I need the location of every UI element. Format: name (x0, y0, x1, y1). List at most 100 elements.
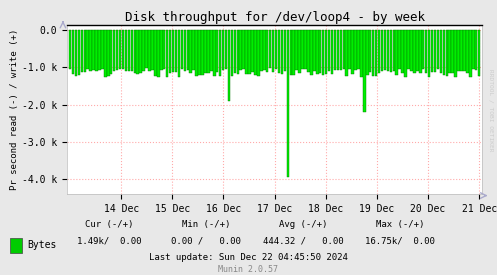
Bar (472, 30, 475, 69)
Text: 444.32 /   0.00: 444.32 / 0.00 (263, 236, 343, 245)
Bar (83, 30, 86, 72)
Bar (304, 30, 307, 69)
Bar (257, 30, 259, 76)
Bar (246, 30, 248, 74)
Bar (416, 30, 418, 71)
Bar (407, 30, 410, 68)
Bar (72, 30, 74, 74)
Bar (278, 30, 280, 73)
Bar (369, 30, 371, 72)
Bar (204, 30, 207, 73)
Text: 0.00 /   0.00: 0.00 / 0.00 (171, 236, 241, 245)
Bar (122, 30, 124, 68)
Bar (466, 30, 469, 73)
Bar (75, 30, 77, 76)
Text: Min (-/+): Min (-/+) (182, 220, 231, 229)
Bar (292, 30, 295, 75)
Bar (463, 30, 466, 71)
Bar (445, 30, 448, 76)
Bar (169, 30, 171, 73)
Bar (287, 30, 289, 177)
Bar (393, 30, 395, 71)
Bar (475, 30, 478, 70)
Bar (175, 30, 177, 72)
Bar (396, 30, 398, 75)
Bar (92, 30, 95, 70)
Bar (419, 30, 421, 73)
Bar (151, 30, 154, 70)
Bar (469, 30, 472, 77)
Bar (319, 30, 322, 73)
Bar (131, 30, 133, 71)
Bar (195, 30, 198, 76)
Bar (140, 30, 142, 73)
Bar (316, 30, 319, 74)
Bar (110, 30, 112, 75)
Bar (275, 30, 277, 69)
Bar (460, 30, 463, 71)
Bar (363, 30, 366, 112)
Bar (378, 30, 380, 73)
Bar (281, 30, 283, 74)
Bar (333, 30, 336, 70)
Bar (116, 30, 118, 70)
Bar (425, 30, 427, 73)
Bar (454, 30, 457, 77)
Bar (437, 30, 439, 69)
Bar (178, 30, 180, 77)
Bar (210, 30, 213, 71)
Bar (186, 30, 189, 70)
Bar (107, 30, 109, 76)
Text: Avg (-/+): Avg (-/+) (279, 220, 328, 229)
Bar (154, 30, 157, 76)
Bar (207, 30, 210, 73)
Text: Cur (-/+): Cur (-/+) (85, 220, 134, 229)
Bar (219, 30, 221, 76)
Bar (339, 30, 342, 70)
Bar (237, 30, 239, 74)
Bar (384, 30, 386, 70)
Bar (272, 30, 274, 72)
Bar (313, 30, 316, 71)
Text: Munin 2.0.57: Munin 2.0.57 (219, 265, 278, 274)
Bar (405, 30, 407, 77)
Bar (160, 30, 163, 70)
Bar (134, 30, 136, 73)
Bar (372, 30, 374, 76)
Bar (336, 30, 339, 70)
Text: 1.49k/  0.00: 1.49k/ 0.00 (77, 236, 142, 245)
Bar (348, 30, 351, 69)
Bar (145, 30, 148, 68)
Bar (345, 30, 348, 76)
Bar (431, 30, 433, 72)
Bar (440, 30, 442, 73)
Bar (163, 30, 166, 69)
Bar (234, 30, 236, 73)
Bar (451, 30, 454, 73)
Bar (381, 30, 383, 71)
Bar (360, 30, 363, 77)
Bar (95, 30, 98, 71)
Bar (119, 30, 121, 69)
Bar (478, 30, 481, 76)
Bar (125, 30, 127, 71)
Bar (172, 30, 174, 73)
Bar (298, 30, 301, 73)
Bar (402, 30, 404, 73)
Bar (295, 30, 298, 70)
Bar (357, 30, 360, 69)
Bar (142, 30, 145, 71)
Bar (351, 30, 354, 74)
Bar (266, 30, 268, 72)
Bar (422, 30, 424, 69)
Bar (428, 30, 430, 76)
Bar (331, 30, 333, 74)
Bar (310, 30, 313, 75)
Text: 16.75k/  0.00: 16.75k/ 0.00 (365, 236, 435, 245)
Bar (354, 30, 357, 70)
Bar (248, 30, 251, 74)
Bar (342, 30, 345, 69)
Bar (198, 30, 201, 75)
Bar (128, 30, 130, 72)
Bar (390, 30, 392, 72)
